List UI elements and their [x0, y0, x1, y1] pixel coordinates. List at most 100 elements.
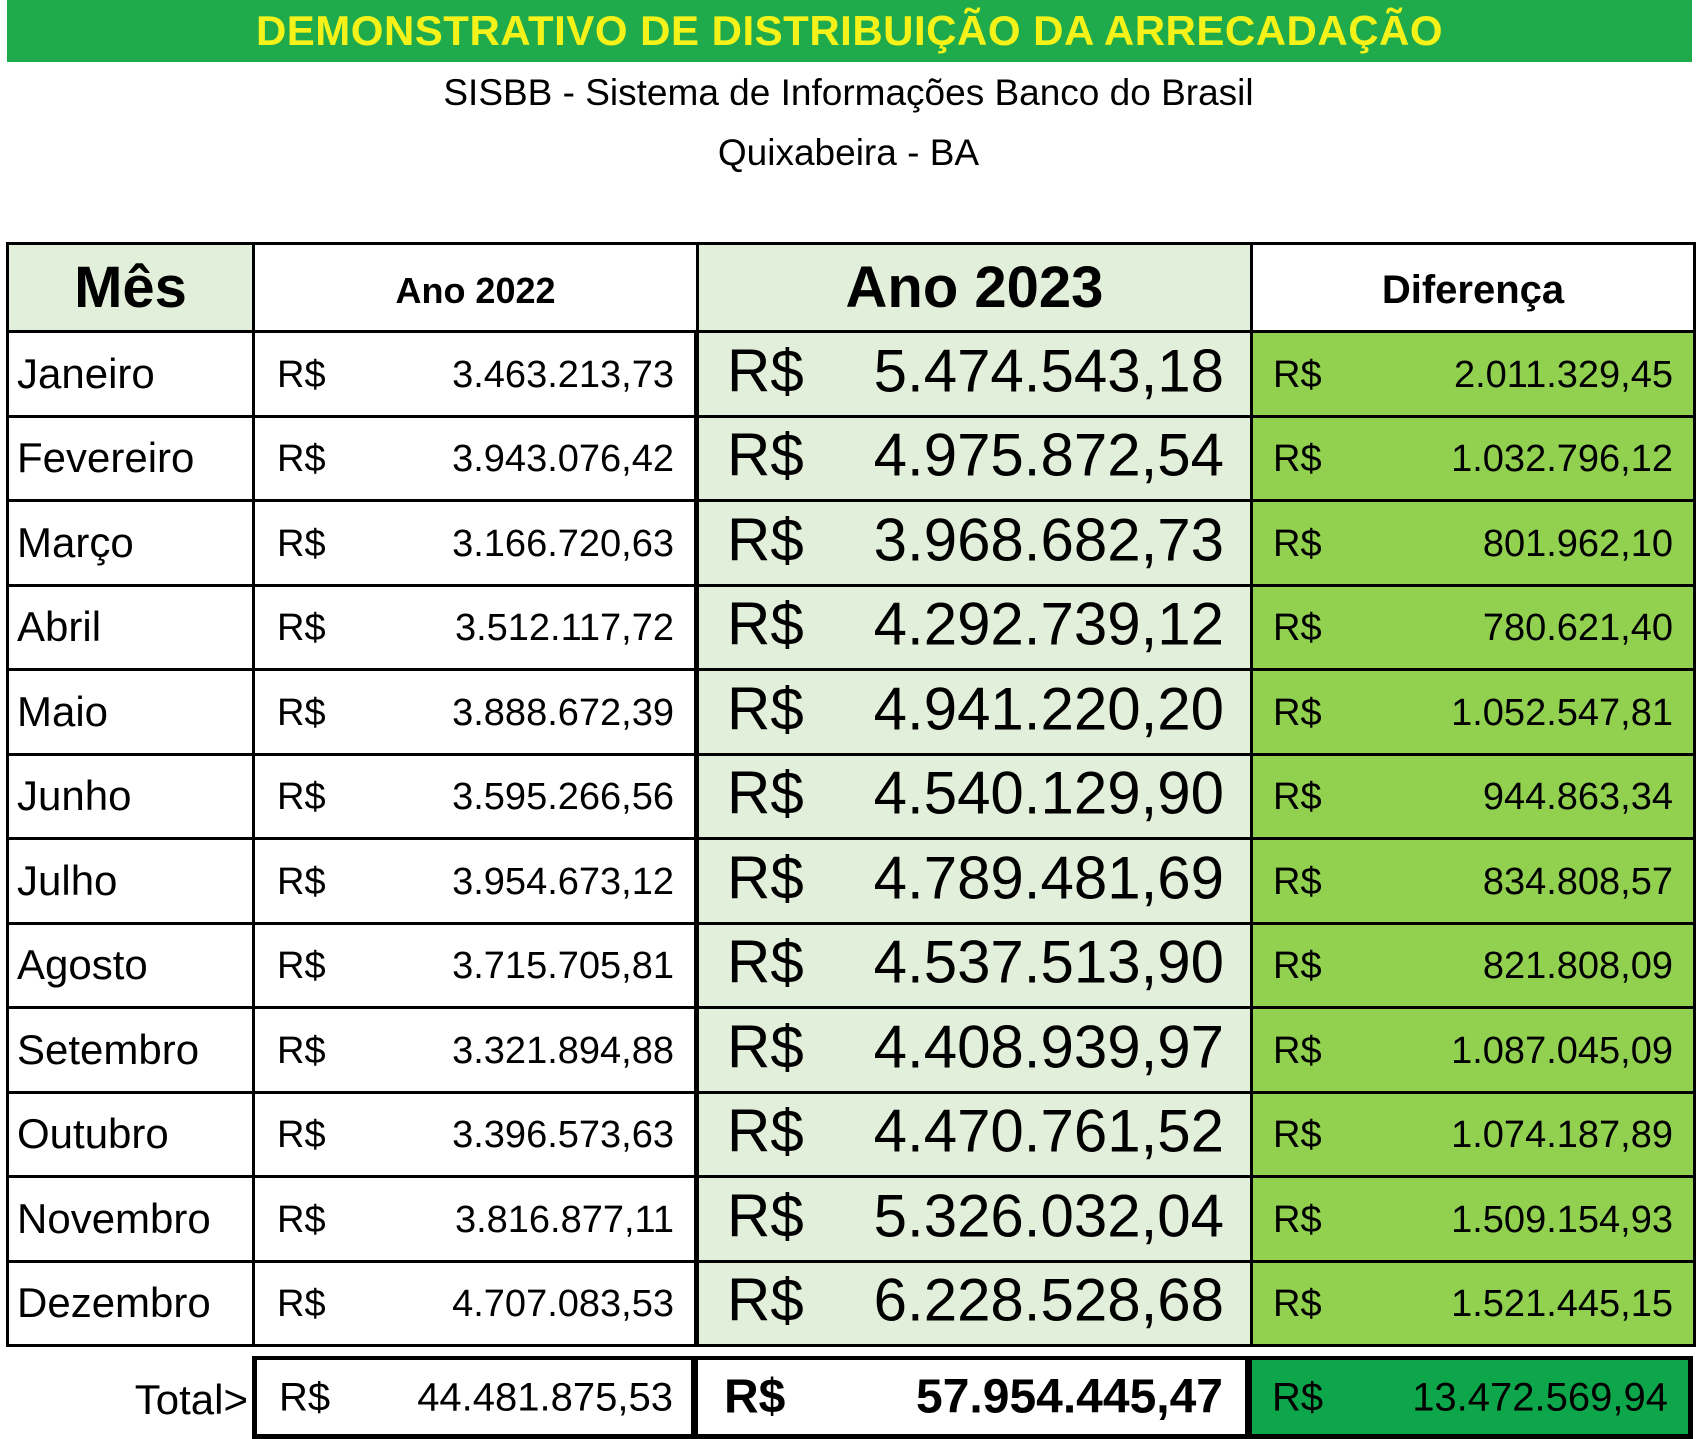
- value-2023-cell: R$ 4.975.872,54: [699, 417, 1253, 502]
- value-difference: 821.808,09: [1482, 945, 1673, 988]
- value-2022: 3.816.877,11: [454, 1198, 674, 1241]
- value-2023-cell: R$ 4.941.220,20: [699, 671, 1253, 756]
- value-2022: 3.512.117,72: [454, 607, 674, 650]
- currency-symbol: R$: [727, 1182, 804, 1250]
- currency-symbol: R$: [727, 928, 804, 996]
- value-2022-cell: R$ 3.321.894,88: [255, 1009, 699, 1094]
- value-difference-cell: R$ 1.032.796,12: [1253, 417, 1696, 502]
- value-2023-cell: R$ 4.292.739,12: [699, 586, 1253, 671]
- value-2023-cell: R$ 4.789.481,69: [699, 840, 1253, 925]
- value-2023-cell: R$ 5.474.543,18: [699, 333, 1253, 418]
- value-2022: 3.954.673,12: [452, 860, 674, 903]
- value-2022: 3.715.705,81: [452, 945, 674, 988]
- value-difference-cell: R$ 780.621,40: [1253, 586, 1696, 671]
- currency-symbol: R$: [277, 607, 326, 650]
- value-2022-cell: R$ 3.396.573,63: [255, 1093, 699, 1178]
- currency-symbol: R$: [277, 522, 326, 565]
- totals-label: Total>: [134, 1375, 248, 1423]
- currency-symbol: R$: [1273, 353, 1322, 396]
- value-difference: 1.521.445,15: [1451, 1283, 1673, 1326]
- value-2022: 4.707.083,53: [452, 1283, 674, 1326]
- totals-row: Total> R$ 44.481.875,53 R$ 57.954.445,47…: [6, 1356, 1693, 1439]
- value-difference: 944.863,34: [1482, 776, 1673, 819]
- value-2022: 3.321.894,88: [452, 1029, 674, 1072]
- currency-symbol: R$: [277, 1114, 326, 1157]
- month-cell: Abril: [9, 586, 255, 671]
- value-2022: 3.888.672,39: [452, 691, 674, 734]
- value-2022-cell: R$ 3.512.117,72: [255, 586, 699, 671]
- month-cell: Novembro: [9, 1178, 255, 1263]
- value-2022-cell: R$ 3.816.877,11: [255, 1178, 699, 1263]
- value-2022-cell: R$ 3.943.076,42: [255, 417, 699, 502]
- report-subtitle: SISBB - Sistema de Informações Banco do …: [443, 72, 1254, 113]
- value-2022: 3.166.720,63: [452, 522, 674, 565]
- report-title: DEMONSTRATIVO DE DISTRIBUIÇÃO DA ARRECAD…: [7, 0, 1692, 62]
- month-cell: Março: [9, 502, 255, 587]
- currency-symbol: R$: [1273, 945, 1322, 988]
- column-header-month: Mês: [9, 245, 255, 333]
- value-2023: 5.326.032,04: [873, 1182, 1224, 1250]
- total-difference-cell: R$ 13.472.569,94: [1250, 1356, 1693, 1439]
- value-2023: 4.470.761,52: [873, 1097, 1224, 1165]
- value-2023: 4.941.220,20: [873, 675, 1224, 743]
- total-difference-value: 13.472.569,94: [1412, 1375, 1668, 1420]
- value-2022-cell: R$ 3.954.673,12: [255, 840, 699, 925]
- value-2022-cell: R$ 3.166.720,63: [255, 502, 699, 587]
- currency-symbol: R$: [277, 438, 326, 481]
- currency-symbol: R$: [727, 844, 804, 912]
- value-difference-cell: R$ 944.863,34: [1253, 755, 1696, 840]
- currency-symbol: R$: [277, 1198, 326, 1241]
- value-difference: 1.509.154,93: [1451, 1198, 1673, 1241]
- currency-symbol: R$: [727, 675, 804, 743]
- total-2022-value: 44.481.875,53: [417, 1375, 673, 1420]
- value-difference: 2.011.329,45: [1453, 353, 1673, 396]
- currency-symbol: R$: [727, 1013, 804, 1081]
- value-difference: 834.808,57: [1482, 860, 1673, 903]
- currency-symbol: R$: [1273, 1114, 1322, 1157]
- value-difference-cell: R$ 1.074.187,89: [1253, 1093, 1696, 1178]
- value-2022-cell: R$ 3.463.213,73: [255, 333, 699, 418]
- currency-symbol: R$: [1273, 691, 1322, 734]
- month-cell: Dezembro: [9, 1262, 255, 1347]
- value-2023: 4.292.739,12: [873, 590, 1224, 658]
- value-difference: 1.074.187,89: [1451, 1114, 1673, 1157]
- currency-symbol: R$: [277, 945, 326, 988]
- currency-symbol: R$: [277, 776, 326, 819]
- value-difference: 1.052.547,81: [1451, 691, 1673, 734]
- total-2023-value: 57.954.445,47: [916, 1370, 1223, 1424]
- report-location: Quixabeira - BA: [717, 132, 980, 173]
- value-2023: 4.789.481,69: [873, 844, 1224, 912]
- value-2023-cell: R$ 4.408.939,97: [699, 1009, 1253, 1094]
- currency-symbol: R$: [1273, 438, 1322, 481]
- currency-symbol: R$: [1273, 776, 1322, 819]
- month-cell: Junho: [9, 755, 255, 840]
- currency-symbol: R$: [727, 337, 804, 405]
- currency-symbol: R$: [1273, 522, 1322, 565]
- column-header-2022: Ano 2022: [255, 245, 699, 333]
- column-header-difference: Diferença: [1253, 245, 1696, 333]
- value-2023: 6.228.528,68: [873, 1266, 1224, 1334]
- value-2022-cell: R$ 3.595.266,56: [255, 755, 699, 840]
- currency-symbol: R$: [727, 1266, 804, 1334]
- value-2023-cell: R$ 4.540.129,90: [699, 755, 1253, 840]
- month-cell: Setembro: [9, 1009, 255, 1094]
- value-2023: 5.474.543,18: [873, 337, 1224, 405]
- value-difference-cell: R$ 834.808,57: [1253, 840, 1696, 925]
- currency-symbol: R$: [279, 1375, 331, 1420]
- currency-symbol: R$: [1273, 607, 1322, 650]
- currency-symbol: R$: [727, 421, 804, 489]
- currency-symbol: R$: [727, 590, 804, 658]
- value-2022-cell: R$ 4.707.083,53: [255, 1262, 699, 1347]
- value-difference: 1.032.796,12: [1451, 438, 1673, 481]
- currency-symbol: R$: [1273, 860, 1322, 903]
- value-difference: 801.962,10: [1482, 522, 1673, 565]
- value-2023-cell: R$ 6.228.528,68: [699, 1262, 1253, 1347]
- value-2022: 3.396.573,63: [452, 1114, 674, 1157]
- currency-symbol: R$: [727, 506, 804, 574]
- value-2023-cell: R$ 4.537.513,90: [699, 924, 1253, 1009]
- currency-symbol: R$: [277, 860, 326, 903]
- month-cell: Maio: [9, 671, 255, 756]
- currency-symbol: R$: [277, 1029, 326, 1072]
- value-2023-cell: R$ 5.326.032,04: [699, 1178, 1253, 1263]
- value-difference-cell: R$ 801.962,10: [1253, 502, 1696, 587]
